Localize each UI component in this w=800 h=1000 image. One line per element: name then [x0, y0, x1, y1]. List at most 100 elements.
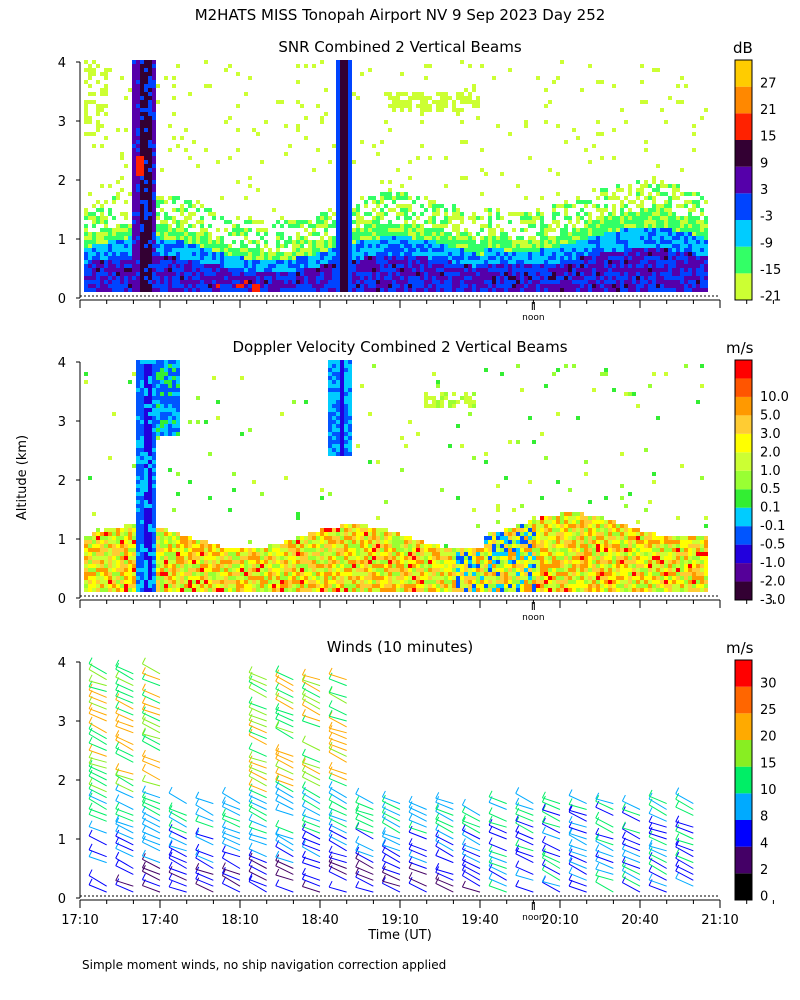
- velocity-cell: [172, 568, 176, 572]
- snr-cell: [320, 120, 324, 124]
- velocity-cell: [96, 588, 100, 592]
- snr-cell: [336, 184, 340, 188]
- snr-cell: [160, 284, 164, 288]
- snr-cell: [700, 272, 704, 276]
- snr-cell: [588, 256, 592, 260]
- snr-cell: [652, 224, 656, 228]
- snr-cell: [500, 172, 504, 176]
- snr-cell: [244, 276, 248, 280]
- snr-cell: [456, 228, 460, 232]
- snr-cell: [556, 212, 560, 216]
- snr-cell: [584, 204, 588, 208]
- snr-cell: [628, 228, 632, 232]
- snr-cell: [452, 228, 456, 232]
- velocity-cell: [232, 552, 236, 556]
- snr-cell: [520, 244, 524, 248]
- snr-cell: [436, 224, 440, 228]
- velocity-cell: [240, 552, 244, 556]
- snr-cell: [164, 280, 168, 284]
- snr-cell: [392, 260, 396, 264]
- snr-cell: [136, 80, 140, 84]
- velocity-cell: [236, 560, 240, 564]
- velocity-cell: [136, 444, 140, 448]
- snr-cell: [700, 244, 704, 248]
- snr-cell: [284, 268, 288, 272]
- snr-cell: [400, 272, 404, 276]
- velocity-cell: [152, 368, 156, 372]
- snr-cell: [432, 268, 436, 272]
- snr-cell: [184, 260, 188, 264]
- snr-cell: [616, 184, 620, 188]
- snr-cell: [640, 280, 644, 284]
- velocity-cell: [136, 464, 140, 468]
- snr-cell: [356, 236, 360, 240]
- velocity-cell: [308, 532, 312, 536]
- velocity-cell: [124, 536, 128, 540]
- snr-cell: [132, 76, 136, 80]
- velocity-cell: [212, 548, 216, 552]
- velocity-cell: [196, 560, 200, 564]
- snr-cell: [300, 240, 304, 244]
- velocity-cell: [160, 376, 164, 380]
- snr-cell: [240, 232, 244, 236]
- snr-cell: [204, 240, 208, 244]
- snr-cell: [216, 280, 220, 284]
- snr-cell: [592, 256, 596, 260]
- velocity-cell: [240, 580, 244, 584]
- velocity-cell: [132, 572, 136, 576]
- snr-cell: [572, 288, 576, 292]
- velocity-cell: [240, 576, 244, 580]
- snr-cell: [296, 64, 300, 68]
- snr-cell: [408, 280, 412, 284]
- velocity-cell: [164, 404, 168, 408]
- velocity-cell: [184, 564, 188, 568]
- snr-cell: [356, 96, 360, 100]
- snr-cell: [544, 228, 548, 232]
- snr-cell: [628, 284, 632, 288]
- velocity-cell: [84, 580, 88, 584]
- snr-cell: [464, 276, 468, 280]
- snr-cell: [480, 224, 484, 228]
- snr-cell: [148, 160, 152, 164]
- snr-cell: [452, 272, 456, 276]
- snr-cell: [444, 236, 448, 240]
- snr-cell: [96, 264, 100, 268]
- snr-cell: [136, 212, 140, 216]
- velocity-cell: [88, 552, 92, 556]
- snr-cell: [452, 240, 456, 244]
- snr-cell: [596, 284, 600, 288]
- snr-cell: [468, 92, 472, 96]
- snr-cell: [384, 236, 388, 240]
- velocity-cell: [304, 576, 308, 580]
- snr-cell: [444, 244, 448, 248]
- velocity-cell: [96, 544, 100, 548]
- snr-cell: [616, 272, 620, 276]
- snr-cell: [532, 244, 536, 248]
- velocity-cell: [136, 548, 140, 552]
- snr-cell: [284, 252, 288, 256]
- snr-cell: [688, 232, 692, 236]
- snr-cell: [136, 244, 140, 248]
- snr-cell: [352, 268, 356, 272]
- snr-cell: [244, 280, 248, 284]
- velocity-cell: [144, 524, 148, 528]
- snr-cell: [92, 244, 96, 248]
- snr-cell: [420, 204, 424, 208]
- snr-cell: [424, 248, 428, 252]
- velocity-cell: [272, 560, 276, 564]
- snr-cell: [348, 92, 352, 96]
- snr-cell: [324, 224, 328, 228]
- snr-cell: [576, 240, 580, 244]
- snr-cell: [360, 280, 364, 284]
- snr-cell: [288, 256, 292, 260]
- velocity-cell: [140, 372, 144, 376]
- snr-cell: [524, 240, 528, 244]
- snr-cell: [404, 232, 408, 236]
- snr-cell: [88, 284, 92, 288]
- snr-cell: [240, 264, 244, 268]
- velocity-cell: [140, 460, 144, 464]
- velocity-cell: [140, 404, 144, 408]
- velocity-cell: [188, 556, 192, 560]
- snr-cell: [128, 268, 132, 272]
- snr-cell: [112, 240, 116, 244]
